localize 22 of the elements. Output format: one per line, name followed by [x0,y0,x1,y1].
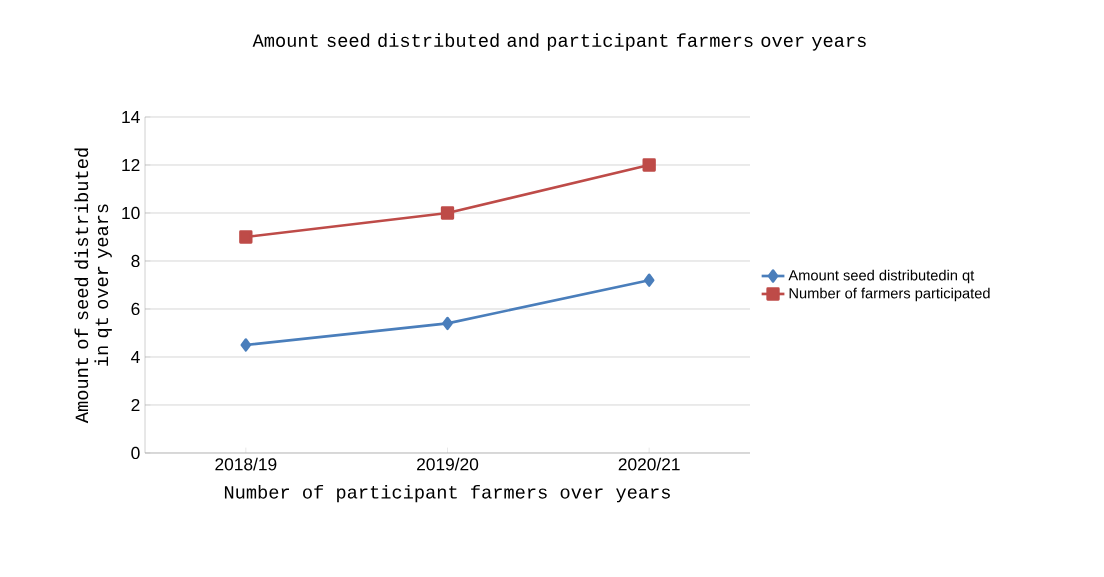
legend-label: Amount seed distributedin qt [788,269,975,284]
chart-title: Amount seed distributed and participant farmers over years [252,33,866,51]
point [442,316,453,331]
y-tick-label: 2 [131,398,140,412]
y-tick-label: 4 [131,351,140,363]
x-tick-label: 2020/21 [618,457,680,471]
y-tick-label: 6 [131,302,140,316]
point [642,158,656,172]
x-axis-title: Number of participant farmers over years [224,484,670,503]
point [239,230,253,244]
y-tick-label: 12 [122,158,140,172]
point [440,206,455,220]
y-tick-label: 0 [131,446,140,460]
y-tick-label: 14 [122,111,140,123]
point [240,338,252,352]
x-tick-label: 2018/19 [215,457,277,471]
y-tick-label: 10 [122,206,140,220]
legend-label: Number of farmers participated [789,287,990,302]
x-tick-label: 2019/20 [417,457,479,471]
point [643,273,655,287]
y-axis-title: Amount of seed distributed in qt over years [74,148,112,424]
y-tick-label: 8 [131,254,140,268]
